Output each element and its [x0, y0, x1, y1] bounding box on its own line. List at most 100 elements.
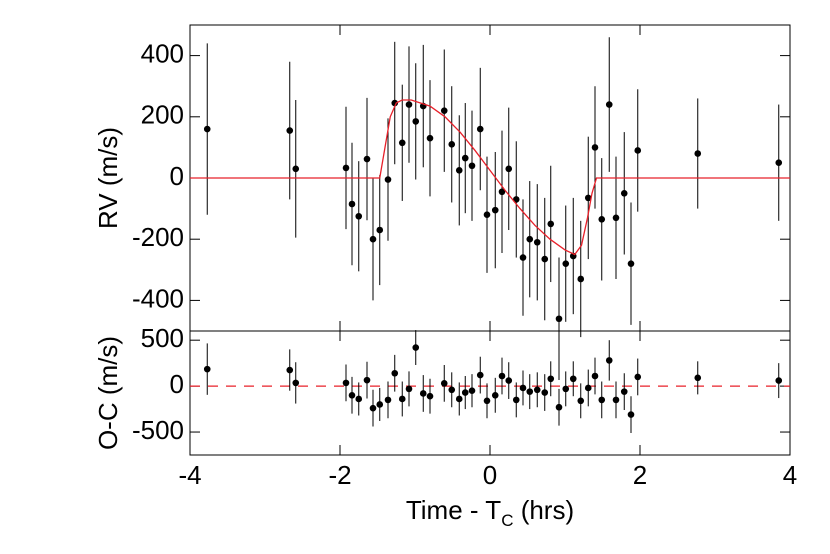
- y-axis-label: RV (m/s): [93, 127, 123, 229]
- data-point: [398, 395, 406, 403]
- y-tick-label: -500: [132, 415, 184, 445]
- data-point: [426, 392, 434, 400]
- data-point: [412, 344, 420, 351]
- data-point: [412, 118, 420, 125]
- y-tick-label: -400: [132, 283, 184, 313]
- data-point: [398, 139, 406, 147]
- y-tick-label: 0: [170, 161, 184, 191]
- data-point: [541, 255, 549, 263]
- data-point: [369, 235, 377, 243]
- data-point: [376, 226, 384, 234]
- data-point: [348, 391, 356, 399]
- data-point: [634, 147, 642, 154]
- data-point: [468, 387, 476, 395]
- data-point: [342, 164, 350, 172]
- data-point: [455, 167, 463, 174]
- y-tick-label: -200: [132, 222, 184, 252]
- data-point: [547, 220, 555, 228]
- y-axis-label: O-C (m/s): [93, 336, 123, 450]
- data-point: [286, 127, 294, 134]
- data-point: [562, 260, 570, 267]
- data-point: [440, 107, 448, 114]
- data-point: [461, 389, 469, 396]
- data-point: [584, 384, 592, 392]
- data-point: [526, 388, 534, 395]
- data-point: [498, 188, 506, 196]
- data-point: [577, 397, 585, 405]
- data-point: [634, 373, 642, 381]
- x-tick-label: 0: [483, 460, 497, 490]
- data-point: [376, 401, 384, 408]
- y-tick-label: 400: [141, 38, 184, 68]
- data-point: [292, 379, 300, 387]
- data-point: [584, 194, 592, 202]
- data-point: [419, 390, 427, 397]
- data-point: [342, 379, 350, 387]
- data-point: [448, 141, 456, 148]
- data-point: [498, 372, 506, 380]
- data-point: [348, 200, 356, 208]
- data-point: [519, 384, 527, 392]
- data-point: [491, 391, 499, 399]
- x-axis-label-part: Time - T: [406, 495, 501, 525]
- data-point: [448, 386, 456, 394]
- data-point: [292, 165, 300, 173]
- data-point: [384, 176, 392, 183]
- data-point: [591, 372, 599, 380]
- data-point: [627, 411, 635, 418]
- x-axis-label-part: (hrs): [513, 495, 574, 525]
- data-point: [369, 404, 377, 412]
- data-point: [555, 315, 563, 323]
- data-point: [694, 374, 702, 382]
- data-point: [598, 216, 606, 223]
- data-point: [476, 125, 484, 133]
- data-point: [355, 212, 363, 220]
- data-point: [569, 375, 577, 383]
- data-point: [605, 357, 613, 364]
- data-point: [526, 235, 534, 243]
- data-point: [612, 214, 620, 222]
- data-point: [505, 165, 513, 173]
- data-point: [519, 254, 527, 261]
- data-point: [391, 369, 399, 377]
- data-point: [455, 395, 463, 403]
- data-point: [440, 380, 448, 387]
- data-point: [476, 371, 484, 379]
- x-tick-label: 2: [633, 460, 647, 490]
- data-point: [533, 238, 541, 246]
- data-point: [363, 155, 371, 163]
- data-point: [426, 134, 434, 142]
- data-point: [577, 275, 585, 283]
- data-point: [533, 386, 541, 394]
- data-point: [591, 144, 599, 151]
- data-point: [203, 125, 211, 133]
- data-point: [405, 385, 413, 393]
- data-point: [775, 377, 783, 384]
- data-point: [620, 388, 628, 395]
- data-point: [384, 396, 392, 404]
- x-tick-label: 4: [783, 460, 797, 490]
- x-tick-label: -2: [328, 460, 351, 490]
- data-point: [775, 159, 783, 166]
- data-point: [620, 190, 628, 197]
- data-point: [555, 403, 563, 411]
- data-point: [363, 376, 371, 384]
- y-tick-label: 500: [141, 323, 184, 353]
- y-tick-label: 200: [141, 100, 184, 130]
- data-point: [547, 375, 555, 383]
- data-point: [605, 101, 613, 108]
- data-point: [612, 396, 620, 404]
- y-tick-label: 0: [170, 369, 184, 399]
- data-point: [468, 162, 476, 170]
- data-point: [461, 154, 469, 162]
- data-point: [286, 366, 294, 374]
- data-point: [355, 395, 363, 403]
- data-point: [598, 396, 606, 404]
- model-line: [190, 99, 790, 256]
- data-point: [203, 365, 211, 373]
- data-point: [391, 99, 399, 107]
- data-point: [491, 206, 499, 214]
- x-tick-label: -4: [178, 460, 201, 490]
- data-point: [627, 260, 635, 267]
- data-point: [562, 385, 570, 393]
